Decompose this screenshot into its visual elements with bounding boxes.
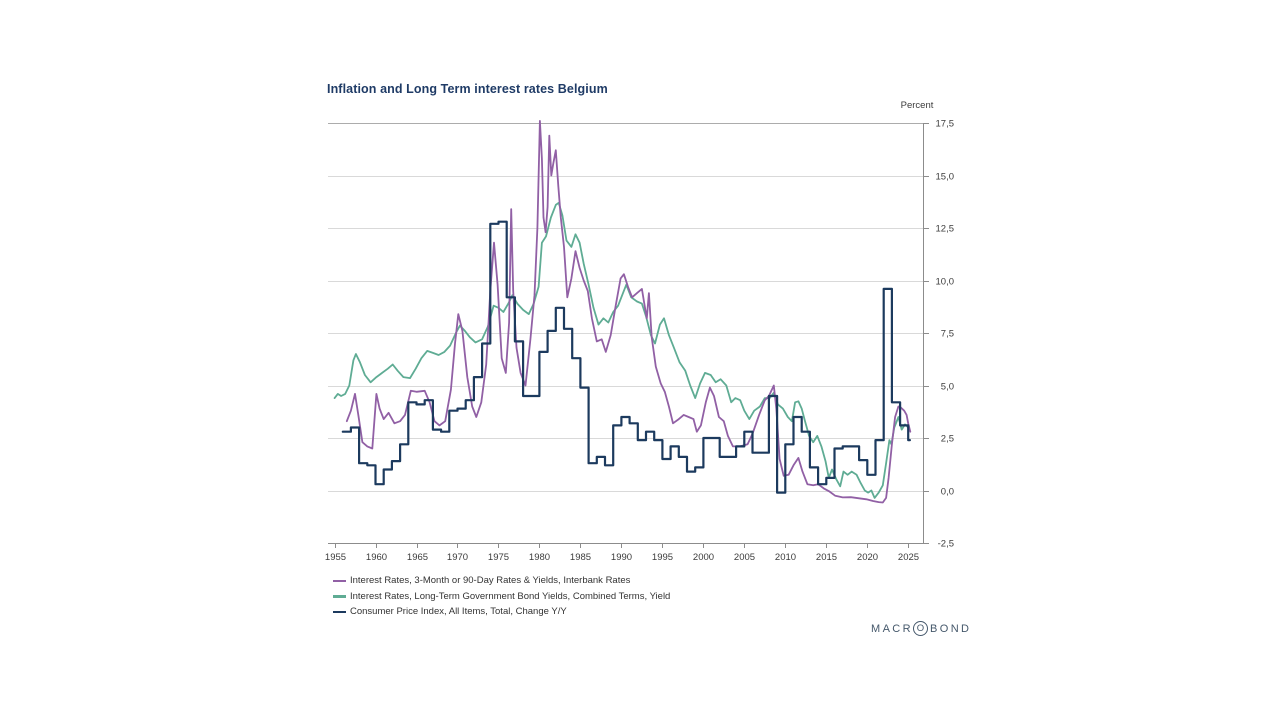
legend-swatch — [333, 595, 346, 598]
x-tick-label: 1960 — [366, 552, 387, 563]
y-tick-label: 5,0 — [941, 382, 954, 393]
legend-item: Consumer Price Index, All Items, Total, … — [333, 604, 670, 620]
x-tick-label: 2020 — [857, 552, 878, 563]
x-tick-label: 1975 — [488, 552, 509, 563]
legend-swatch — [333, 579, 346, 583]
legend-label: Consumer Price Index, All Items, Total, … — [350, 606, 567, 618]
legend-item: Interest Rates, Long-Term Government Bon… — [333, 589, 670, 605]
y-tick-label: 0,0 — [941, 487, 954, 498]
x-tick-label: 2000 — [693, 552, 714, 563]
series-line-2 — [341, 220, 911, 494]
x-tick-label: 1965 — [407, 552, 428, 563]
x-tick-label: 1955 — [325, 552, 346, 563]
logo-o-ring: O — [913, 621, 928, 636]
y-tick-label: 7,5 — [941, 329, 954, 340]
legend: Interest Rates, 3-Month or 90-Day Rates … — [333, 573, 670, 620]
x-tick-label: 2015 — [816, 552, 837, 563]
y-tick-label: 15,0 — [936, 172, 955, 183]
series-line-0 — [345, 120, 912, 504]
y-tick-label: 12,5 — [936, 224, 955, 235]
logo-text-post: BOND — [930, 622, 972, 635]
logo-text-o: O — [916, 622, 925, 634]
x-tick-label: 1970 — [447, 552, 468, 563]
x-tick-label: 2005 — [734, 552, 755, 563]
y-tick-label: -2,5 — [938, 539, 954, 550]
series-line-1 — [333, 201, 910, 499]
y-axis-unit-label: Percent — [900, 100, 934, 111]
legend-label: Interest Rates, 3-Month or 90-Day Rates … — [350, 575, 631, 587]
x-tick-label: 2025 — [898, 552, 919, 563]
x-tick-label: 1995 — [652, 552, 673, 563]
macrobond-logo: MACR O BOND — [871, 621, 971, 636]
legend-item: Interest Rates, 3-Month or 90-Day Rates … — [333, 573, 670, 589]
x-tick-label: 1980 — [529, 552, 550, 563]
x-tick-label: 1985 — [570, 552, 591, 563]
legend-swatch — [333, 610, 346, 614]
legend-label: Interest Rates, Long-Term Government Bon… — [350, 590, 671, 602]
x-tick-label: 2010 — [775, 552, 796, 563]
y-tick-label: 17,5 — [936, 119, 955, 130]
logo-text-pre: MACR — [871, 622, 913, 635]
x-tick-label: 1990 — [611, 552, 632, 563]
chart-title: Inflation and Long Term interest rates B… — [327, 82, 608, 96]
y-tick-label: 2,5 — [941, 434, 954, 445]
y-tick-label: 10,0 — [936, 277, 955, 288]
